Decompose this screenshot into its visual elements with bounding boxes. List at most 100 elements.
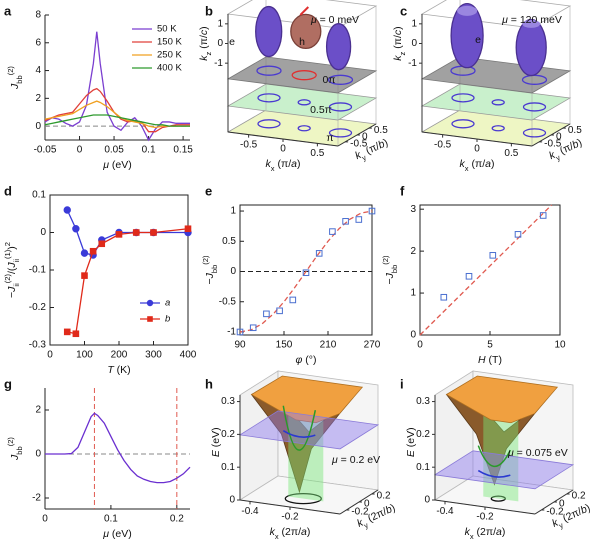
z-tick-label: 0 — [424, 495, 430, 506]
text-part: − — [6, 292, 18, 298]
panel-title: μ = 0 meV — [310, 14, 359, 26]
z-tick-label: 1 — [411, 18, 417, 29]
marker — [263, 310, 270, 318]
z-tick-label: 0.2 — [416, 429, 430, 440]
text-part: k — [270, 526, 276, 538]
text-part: (2π/ — [279, 526, 301, 538]
x-tick-label: 0.15 — [173, 145, 193, 156]
plot-frame — [419, 204, 561, 336]
contour — [257, 119, 281, 129]
text-part: ) — [382, 136, 390, 148]
x-tick-label: -0.2 — [476, 512, 494, 523]
text-part: ) — [297, 158, 301, 170]
y-tick-label: -1 — [227, 327, 236, 338]
text-part: ) — [392, 26, 404, 30]
marker — [249, 324, 257, 332]
text-part: c — [392, 29, 404, 35]
legend-label: 250 K — [157, 50, 182, 61]
text-part: μ — [507, 447, 514, 459]
text-part: H — [478, 354, 486, 366]
x-axis-label: kx (2π/a) — [270, 526, 311, 541]
y-tick-label: 1 — [410, 288, 416, 299]
superscript: (2) — [6, 437, 15, 447]
subscript: x — [470, 532, 474, 541]
pocket-opening — [457, 5, 478, 16]
y-tick-label: 0 — [230, 266, 236, 277]
text-part: a — [301, 526, 307, 538]
text-part: 0.5π — [310, 104, 332, 116]
text-part: ) — [307, 526, 311, 538]
text-part: k — [460, 158, 466, 170]
x-tick-label: -0.4 — [436, 506, 454, 517]
marker — [236, 328, 244, 336]
text-part: J — [6, 262, 18, 269]
x-tick-label: 400 — [180, 350, 197, 361]
y-tick-label: 2 — [35, 93, 41, 104]
z-tick-label: 0.1 — [221, 462, 235, 473]
contour — [297, 99, 311, 106]
plot-frame — [239, 204, 373, 336]
marker — [465, 272, 473, 280]
subscript: z — [204, 51, 213, 55]
superscript: 2 — [3, 242, 12, 246]
y-tick-label: 0 — [40, 227, 46, 238]
text-part: J — [6, 286, 18, 293]
text-part: k — [465, 526, 471, 538]
x-tick-label: 300 — [145, 350, 162, 361]
superscript: (2) — [6, 66, 15, 76]
marker — [329, 228, 336, 235]
subscript: ii — [12, 259, 21, 263]
annotation: μ = 0.075 eV — [507, 447, 568, 459]
annotation: e — [229, 36, 235, 48]
text-part: J — [9, 454, 21, 461]
fermi-pocket — [450, 3, 484, 69]
z-tick-label: 0.1 — [416, 462, 430, 473]
text-part: e — [475, 34, 481, 46]
x-tick-label: 150 — [276, 340, 293, 351]
contour — [490, 495, 506, 502]
subscript: y — [554, 152, 561, 162]
z-tick-label: -1 — [214, 58, 223, 69]
y-axis-label: −Jbb(2) — [201, 255, 219, 285]
text-part: k — [392, 55, 404, 61]
text-part: ) — [584, 502, 592, 514]
text-part: k — [266, 158, 272, 170]
x-tick-label: -0.5 — [434, 139, 452, 150]
y-tick-label: 0 — [556, 132, 562, 143]
z-axis-label: kz (π/c) — [392, 26, 407, 60]
text-part: b — [376, 138, 387, 151]
text-part: ) — [576, 136, 584, 148]
text-part: π — [326, 132, 333, 144]
text-part: E — [210, 449, 222, 457]
panel-label: i — [400, 376, 404, 391]
x-axis-label: μ (eV) — [102, 159, 132, 171]
legend-label: b — [165, 314, 170, 325]
subscript: x — [271, 164, 275, 173]
marker — [539, 212, 547, 219]
contour — [328, 102, 353, 112]
y-tick-label: 0.2 — [377, 491, 391, 502]
text-part: μ — [310, 14, 317, 26]
cut-plane — [226, 83, 378, 121]
x-axis-label: μ (eV) — [102, 528, 132, 540]
panel-label: b — [205, 3, 213, 18]
marker — [89, 247, 97, 255]
text-part: (eV) — [109, 528, 132, 540]
subscript: bb — [390, 265, 399, 273]
marker — [63, 328, 71, 336]
y-tick-label: -0.5 — [219, 296, 237, 307]
x-tick-label: 0 — [47, 350, 53, 361]
y-tick-label: 2 — [410, 246, 416, 257]
box-top — [420, 0, 572, 29]
y-tick-label: 0.5 — [568, 125, 582, 136]
legend-label: a — [165, 298, 170, 309]
y-axis-label: Jbb(2) — [6, 66, 24, 90]
text-part: a — [485, 158, 491, 170]
text-part: J — [204, 272, 216, 279]
subscript: y — [362, 520, 369, 530]
text-part: k — [550, 516, 561, 529]
x-tick-label: 0.1 — [104, 514, 118, 525]
y-tick-label: 0 — [35, 121, 41, 132]
text-part: (π/ — [275, 158, 292, 170]
text-part: − — [204, 278, 216, 284]
